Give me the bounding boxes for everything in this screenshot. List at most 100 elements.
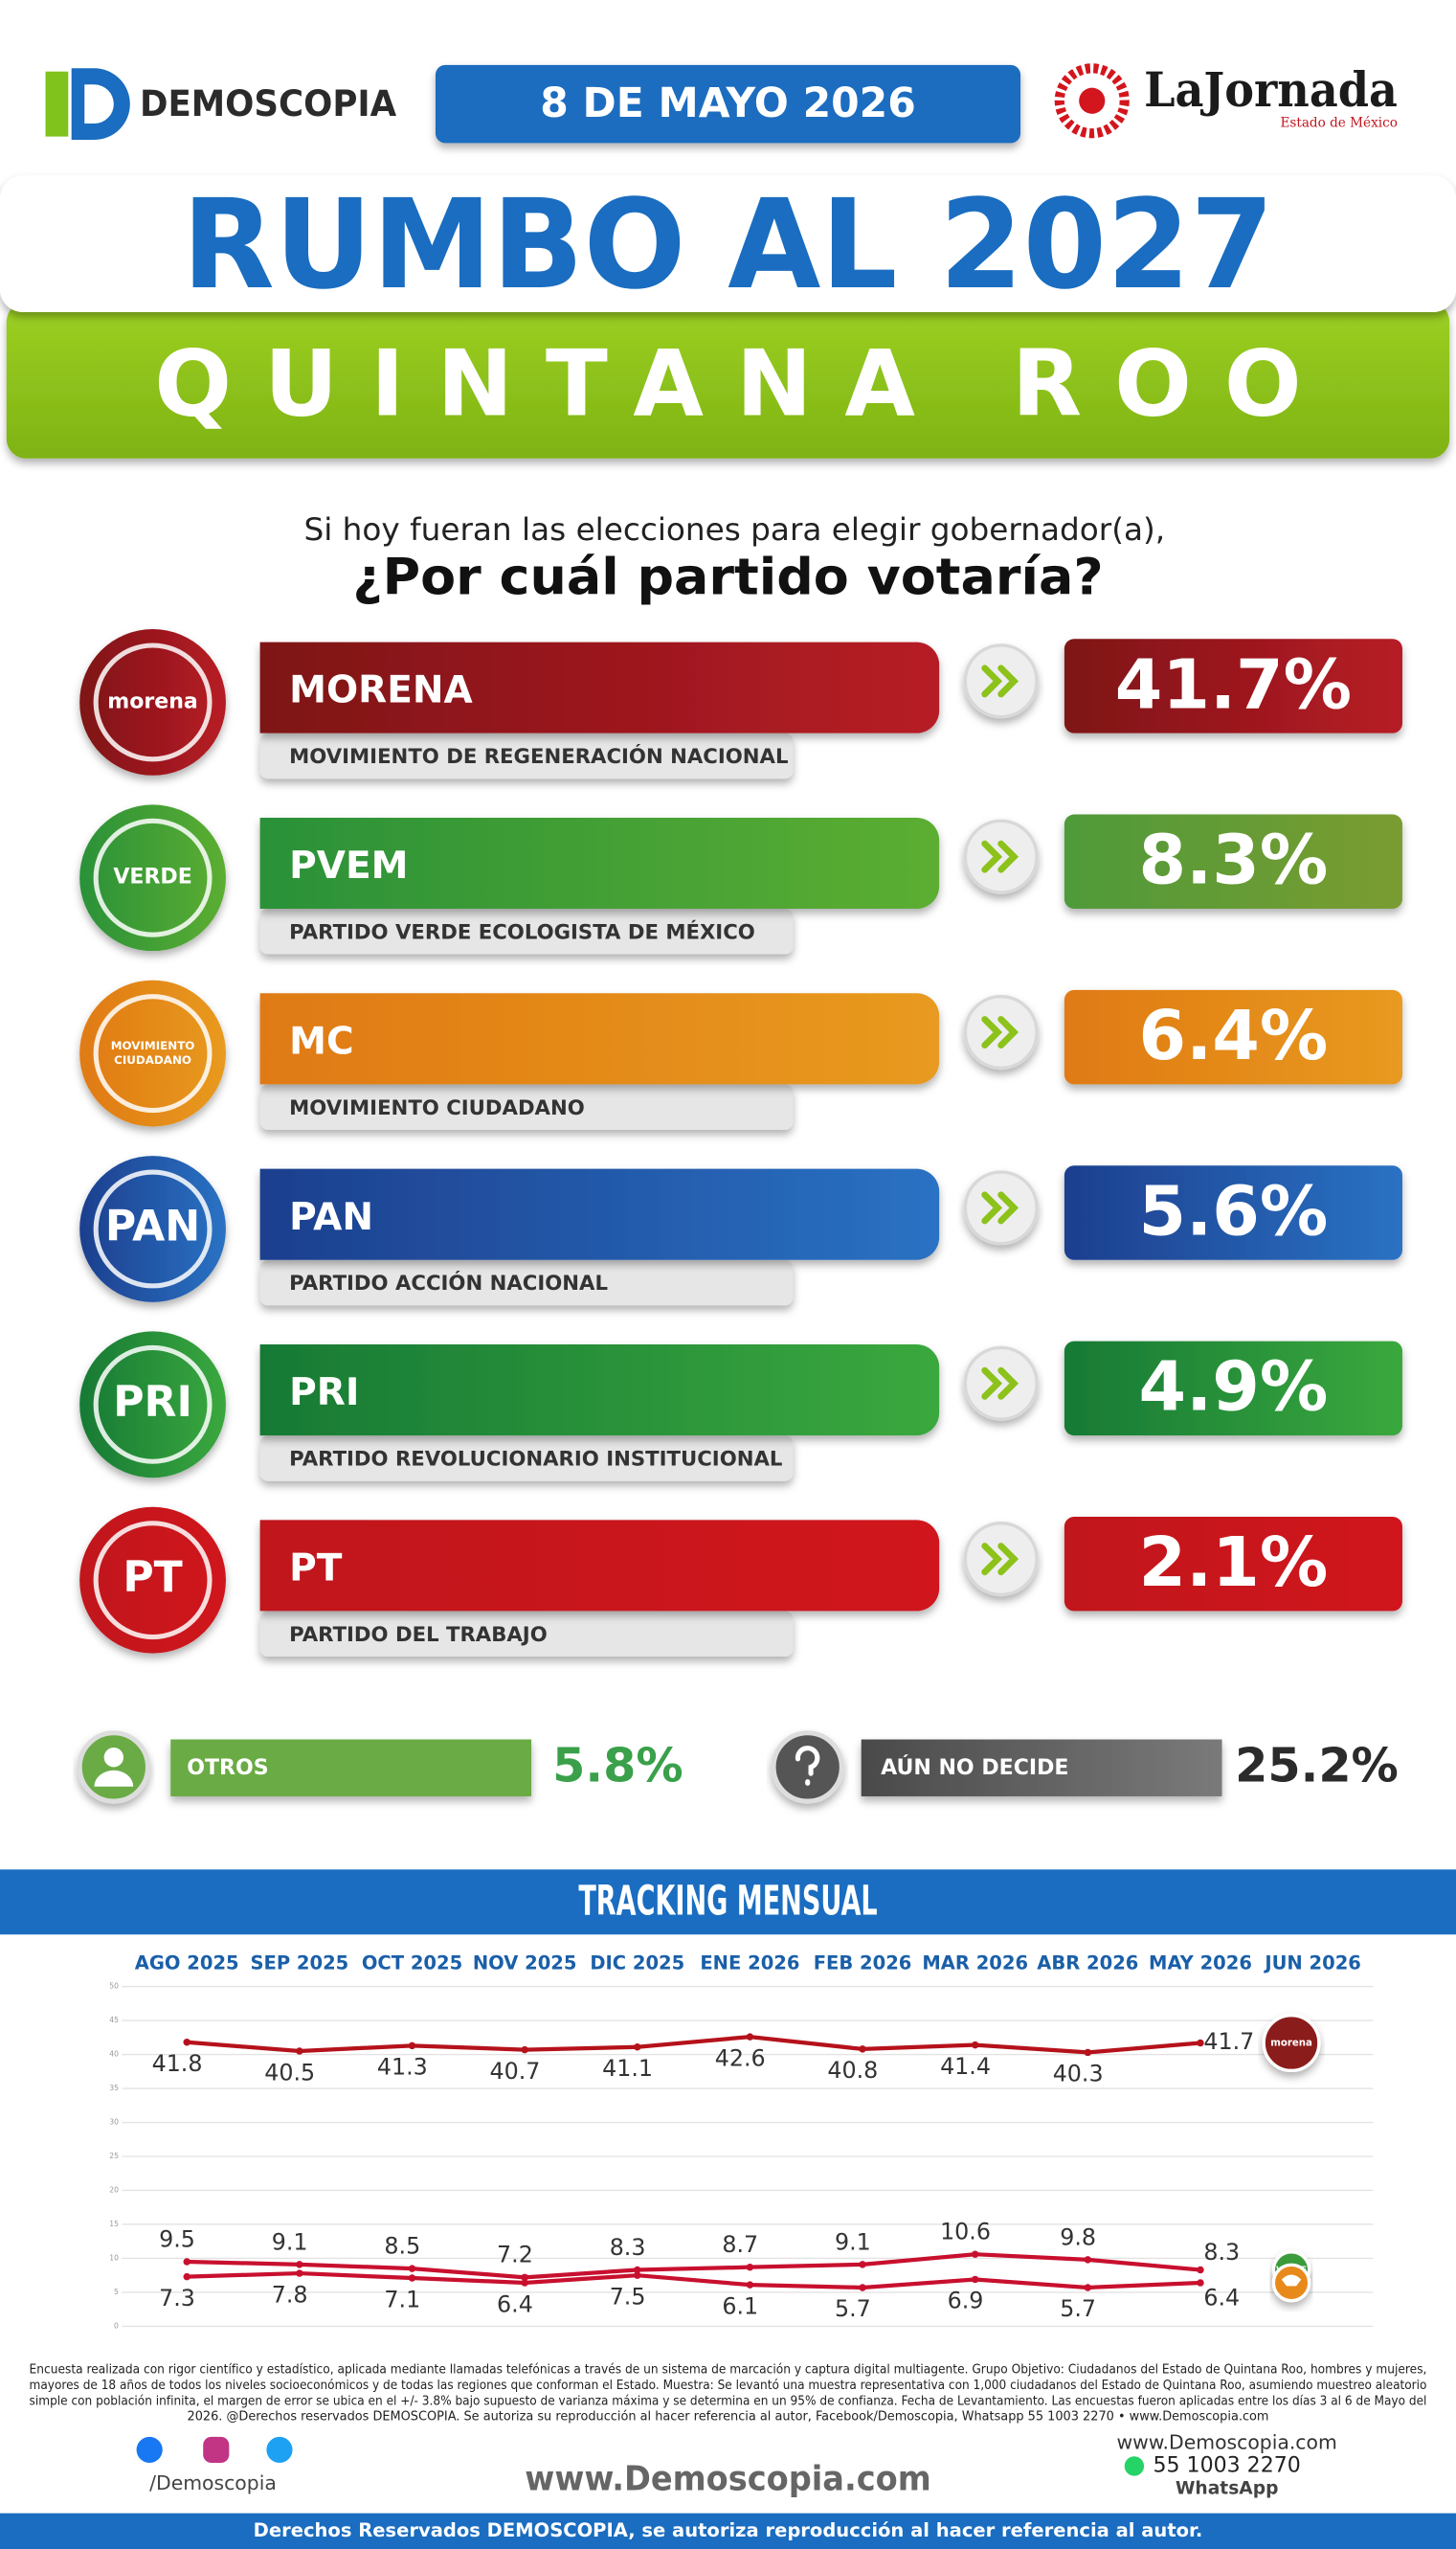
party-abbr: MC	[289, 1020, 353, 1063]
data-label: 41.8	[152, 2050, 203, 2077]
party-name: MOVIMIENTO DE REGENERACIÓN NACIONAL	[289, 744, 788, 769]
data-label: 8.5	[384, 2233, 420, 2260]
x-tick-label: OCT 2025	[362, 1951, 462, 1974]
y-tick-label: 40	[109, 2050, 119, 2059]
x-tick-label: AGO 2025	[135, 1951, 239, 1974]
y-tick-label: 30	[109, 2118, 119, 2127]
series-point	[1197, 2039, 1204, 2047]
series-point	[521, 2273, 528, 2282]
whatsapp: WhatsApp	[1176, 2479, 1279, 2499]
party-logo-text: PAN	[105, 1202, 200, 1251]
party-bar	[259, 642, 940, 733]
y-tick-label: 45	[109, 2016, 119, 2024]
partner-logo	[1054, 63, 1130, 139]
data-label: 40.5	[264, 2059, 315, 2086]
x-tick-label: MAY 2026	[1149, 1951, 1252, 1974]
chart-title: TRACKING MENSUAL	[578, 1879, 877, 1926]
party-value: 41.7%	[1115, 644, 1352, 724]
sub-bar	[259, 1259, 794, 1306]
party-abbr: PT	[289, 1546, 343, 1590]
party-name: PARTIDO DEL TRABAJO	[289, 1623, 548, 1647]
data-label: 5.7	[1060, 2295, 1096, 2322]
data-label: 9.1	[835, 2228, 871, 2255]
data-label: 8.3	[610, 2234, 646, 2261]
undecided-icon-mark	[795, 1746, 820, 1786]
data-label: 41.3	[377, 2054, 428, 2081]
series-point	[1084, 2256, 1092, 2264]
data-label: 40.8	[827, 2057, 878, 2084]
series-line	[187, 2034, 1201, 2055]
series-point	[1197, 2279, 1204, 2287]
party-logo	[79, 804, 226, 952]
chevron	[981, 1191, 1019, 1225]
series-point	[746, 2281, 754, 2289]
x-tick-label: DIC 2025	[590, 1951, 684, 1974]
party-logo-ring	[93, 1169, 213, 1289]
data-label: 8.3	[1203, 2239, 1240, 2266]
data-label: 5.7	[835, 2295, 871, 2322]
rights: Derechos Reservados DEMOSCOPIA, se autor…	[254, 2519, 1203, 2541]
chevron	[981, 1543, 1019, 1576]
sub-bar	[259, 1611, 794, 1657]
party-logo-ring	[93, 818, 213, 937]
data-label: 6.1	[722, 2292, 758, 2319]
question: Si hoy fueran las elecciones para elegir…	[303, 511, 1165, 548]
series-point	[1084, 2284, 1092, 2291]
data-label: 41.7	[1203, 2028, 1254, 2055]
party-logo-ring	[93, 1344, 213, 1464]
x-tick-label: NOV 2025	[473, 1951, 577, 1974]
undecided-icon	[771, 1730, 844, 1804]
series-point	[408, 2265, 416, 2272]
party-logo-text: PRI	[113, 1378, 192, 1427]
party-name: PARTIDO REVOLUCIONARIO INSTITUCIONAL	[289, 1448, 782, 1472]
data-label: 6.4	[1203, 2284, 1240, 2311]
party-name: MOVIMIENTO CIUDADANO	[289, 1096, 585, 1120]
party-logo-text: MOVIMIENTO	[111, 1039, 195, 1052]
party-bar	[259, 993, 940, 1085]
series-point	[746, 2033, 754, 2041]
others-bar	[170, 1739, 532, 1796]
series-line	[187, 2270, 1201, 2290]
value-box	[1064, 1516, 1402, 1612]
value-box	[1064, 1165, 1402, 1260]
series-point	[859, 2284, 866, 2291]
x-tick-label: ABR 2026	[1037, 1951, 1138, 1974]
party-logo	[79, 1331, 226, 1478]
series-point	[183, 2258, 190, 2266]
date-box	[435, 64, 1021, 144]
partner-logo	[1079, 87, 1106, 114]
party-logo	[79, 1506, 226, 1654]
site: www.Demoscopia.com	[525, 2460, 930, 2499]
sub-bar	[259, 909, 794, 955]
x-tick-label: MAR 2026	[922, 1951, 1028, 1974]
rights-bar	[0, 2513, 1456, 2549]
series-point	[296, 2047, 303, 2055]
sub-bar	[259, 1435, 794, 1481]
series-name: morena	[1270, 2038, 1312, 2048]
sub-bar	[259, 1084, 794, 1130]
chevron	[981, 1016, 1019, 1049]
party-logo	[79, 980, 226, 1127]
data-label: 6.4	[497, 2290, 533, 2317]
series-point	[971, 2275, 979, 2284]
undecided-bar	[861, 1739, 1222, 1796]
others-icon-body	[94, 1770, 134, 1787]
others-icon-head	[103, 1748, 124, 1768]
tracking-band	[0, 1869, 1456, 1935]
party-logo	[79, 629, 226, 776]
partner: LaJornada	[1144, 62, 1398, 118]
question: ¿Por cuál partido votaría?	[352, 549, 1103, 607]
data-label: 9.1	[272, 2228, 308, 2255]
series-point	[183, 2272, 190, 2281]
data-label: 10.6	[940, 2219, 991, 2245]
series-point	[746, 2263, 754, 2271]
series-point	[859, 2045, 866, 2053]
others-value: 5.8%	[552, 1738, 683, 1793]
series-point	[408, 2274, 416, 2282]
data-label: 40.7	[490, 2058, 541, 2085]
party-value: 2.1%	[1139, 1523, 1329, 1602]
series-point	[521, 2279, 528, 2287]
title-band	[0, 175, 1456, 312]
y-tick-label: 15	[109, 2220, 119, 2228]
